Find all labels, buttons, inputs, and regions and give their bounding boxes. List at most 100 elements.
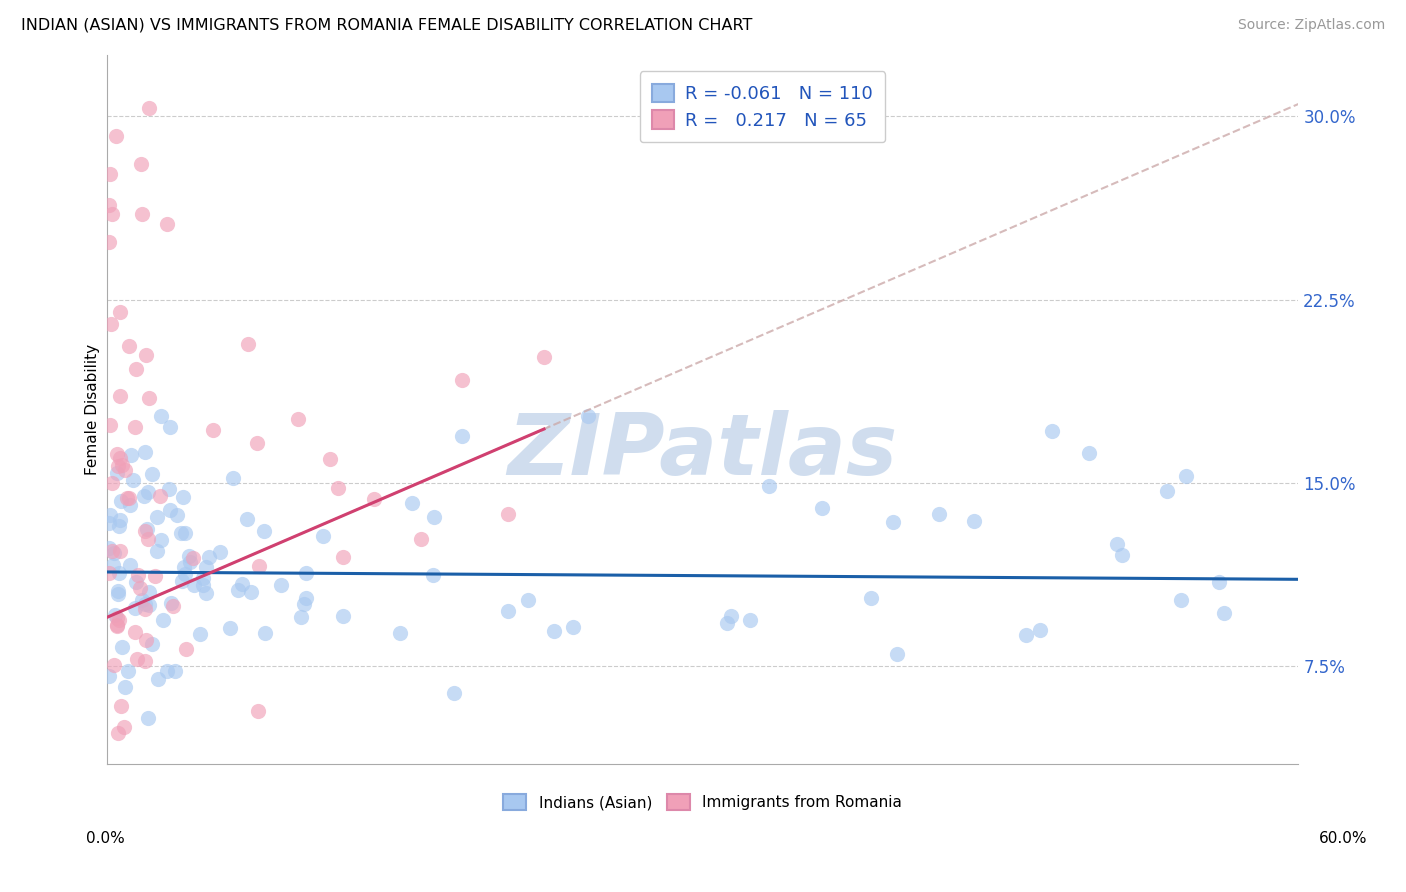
Point: [110, 494, 132, 508]
Point: [159, 420, 181, 434]
Point: [114, 680, 136, 694]
Legend: Indians (Asian), Immigrants from Romania: Indians (Asian), Immigrants from Romania: [498, 789, 908, 816]
Point: [517, 592, 540, 607]
Point: [231, 576, 253, 591]
Point: [287, 412, 309, 426]
Point: [332, 609, 354, 624]
Point: [174, 641, 197, 656]
Point: [108, 513, 131, 527]
Point: [312, 529, 335, 543]
Point: [108, 544, 131, 558]
Point: [1077, 446, 1099, 460]
Point: [101, 476, 124, 491]
Point: [100, 508, 122, 523]
Point: [1212, 606, 1234, 620]
Point: [208, 545, 231, 559]
Point: [179, 549, 201, 563]
Point: [170, 574, 193, 588]
Point: [166, 508, 188, 522]
Point: [124, 420, 146, 434]
Point: [129, 581, 152, 595]
Point: [134, 654, 156, 668]
Point: [246, 704, 269, 718]
Point: [363, 491, 385, 506]
Point: [295, 566, 318, 581]
Point: [716, 615, 738, 630]
Point: [131, 207, 153, 221]
Point: [183, 578, 205, 592]
Point: [117, 664, 139, 678]
Point: [107, 610, 129, 624]
Point: [108, 451, 131, 466]
Point: [108, 518, 131, 533]
Point: [129, 157, 152, 171]
Point: [134, 445, 156, 459]
Point: [138, 391, 160, 405]
Point: [319, 451, 342, 466]
Point: [810, 501, 832, 516]
Point: [254, 626, 277, 640]
Point: [181, 551, 204, 566]
Point: [124, 625, 146, 640]
Point: [195, 559, 218, 574]
Point: [886, 647, 908, 661]
Point: [105, 619, 128, 633]
Point: [112, 720, 135, 734]
Point: [108, 566, 131, 580]
Point: [882, 515, 904, 529]
Point: [107, 584, 129, 599]
Point: [125, 362, 148, 376]
Point: [190, 627, 212, 641]
Point: [292, 597, 315, 611]
Text: ZIPatlas: ZIPatlas: [508, 410, 898, 493]
Point: [124, 601, 146, 615]
Point: [963, 514, 986, 528]
Point: [107, 613, 129, 627]
Point: [120, 449, 142, 463]
Point: [107, 618, 129, 632]
Point: [98, 167, 121, 181]
Point: [326, 481, 349, 495]
Point: [202, 424, 225, 438]
Point: [101, 543, 124, 558]
Point: [295, 591, 318, 606]
Point: [290, 609, 312, 624]
Point: [136, 532, 159, 546]
Point: [443, 686, 465, 700]
Point: [247, 559, 270, 574]
Point: [111, 458, 134, 473]
Point: [191, 578, 214, 592]
Point: [105, 447, 128, 461]
Point: [146, 510, 169, 524]
Point: [118, 558, 141, 572]
Point: [170, 525, 193, 540]
Point: [160, 596, 183, 610]
Point: [179, 555, 201, 569]
Point: [240, 584, 263, 599]
Point: [107, 459, 129, 474]
Point: [105, 128, 128, 143]
Point: [143, 568, 166, 582]
Point: [401, 496, 423, 510]
Point: [101, 207, 124, 221]
Point: [172, 490, 194, 504]
Point: [107, 725, 129, 739]
Point: [1170, 592, 1192, 607]
Point: [134, 602, 156, 616]
Point: [174, 525, 197, 540]
Point: [332, 549, 354, 564]
Point: [253, 524, 276, 538]
Point: [543, 624, 565, 639]
Point: [100, 317, 122, 331]
Point: [118, 499, 141, 513]
Point: [409, 532, 432, 546]
Point: [451, 428, 474, 442]
Point: [103, 558, 125, 572]
Point: [1111, 548, 1133, 562]
Point: [1174, 468, 1197, 483]
Point: [738, 613, 761, 627]
Point: [98, 541, 121, 556]
Point: [98, 516, 121, 531]
Point: [159, 502, 181, 516]
Text: Source: ZipAtlas.com: Source: ZipAtlas.com: [1237, 18, 1385, 32]
